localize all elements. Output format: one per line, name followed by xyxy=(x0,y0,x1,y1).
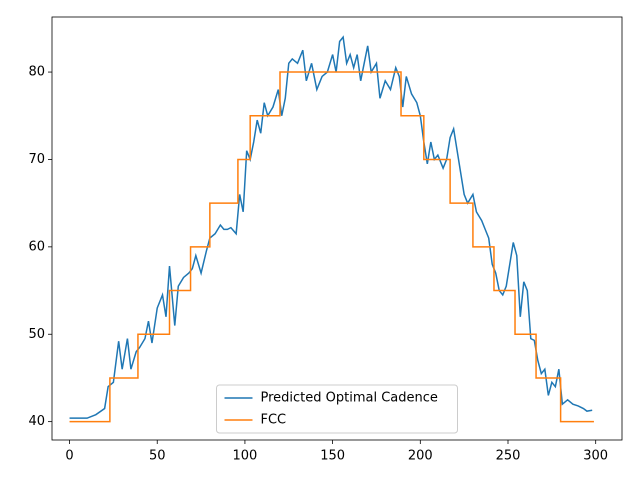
x-tick-label: 200 xyxy=(408,449,433,464)
x-tick-label: 100 xyxy=(233,449,258,464)
line xyxy=(69,71,594,423)
legend-box xyxy=(216,384,458,434)
x-tick-label: 0 xyxy=(65,449,73,464)
y-tick-label: 40 xyxy=(28,414,45,429)
x-tick-label: 250 xyxy=(496,449,521,464)
y-tick-label: 80 xyxy=(28,65,45,80)
legend-label: Predicted Optimal Cadence xyxy=(261,391,438,406)
axes-frame xyxy=(51,16,623,441)
x-tick-label: 150 xyxy=(320,449,345,464)
y-tick-label: 70 xyxy=(28,152,45,167)
legend-label: FCC xyxy=(261,413,287,428)
line xyxy=(69,35,593,419)
x-tick-label: 50 xyxy=(149,449,166,464)
x-tick-label: 300 xyxy=(583,449,608,464)
y-tick-label: 60 xyxy=(28,239,45,254)
y-tick-label: 50 xyxy=(28,327,45,342)
